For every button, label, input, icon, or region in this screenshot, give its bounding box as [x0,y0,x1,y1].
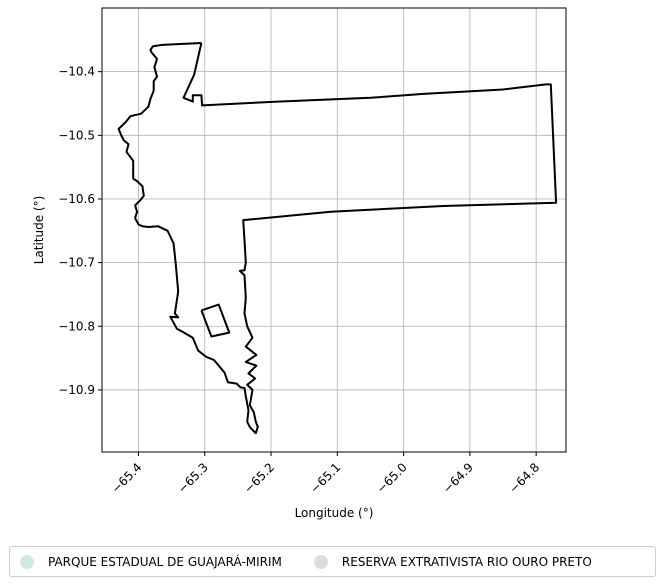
x-tick-label: −64.9 [440,460,476,496]
legend-label-reserva: RESERVA EXTRATIVISTA RIO OURO PRETO [341,554,592,569]
legend-marker-parque [20,554,34,569]
x-tick-label: −65.4 [109,460,145,496]
boundary-shapes [117,42,558,435]
y-tick-label: −10.4 [58,65,95,79]
x-tick-label: −65.3 [175,460,211,496]
boundary-outline-small [200,303,231,338]
grid-lines [102,8,566,452]
y-tick-label: −10.5 [58,128,95,142]
legend-marker-reserva [313,554,328,569]
y-axis-ticks: −10.4 −10.5 −10.6 −10.7 −10.8 −10.9 [58,65,102,397]
legend-item-parque: PARQUE ESTADUAL DE GUAJARÁ-MIRIM [20,554,282,569]
x-tick-label: −65.1 [308,460,344,496]
x-tick-label: −65.0 [374,460,410,496]
x-axis-label: Longitude (°) [295,506,374,520]
y-axis-label: Latitude (°) [32,196,46,265]
x-axis-ticks: −65.4 −65.3 −65.2 −65.1 −65.0 −64.9 −64.8 [109,452,542,496]
y-tick-label: −10.8 [58,319,95,333]
x-tick-label: −64.8 [506,460,542,496]
legend-item-reserva: RESERVA EXTRATIVISTA RIO OURO PRETO [313,554,592,569]
map-figure: −65.4 −65.3 −65.2 −65.1 −65.0 −64.9 −64.8 −10.… [32,7,567,520]
y-tick-label: −10.7 [58,256,95,270]
y-tick-label: −10.9 [58,383,95,397]
legend: PARQUE ESTADUAL DE GUAJARÁ-MIRIM RESERVA… [9,546,656,577]
y-tick-label: −10.6 [58,192,95,206]
legend-label-parque: PARQUE ESTADUAL DE GUAJARÁ-MIRIM [48,554,282,569]
boundary-outline-main [117,42,558,435]
plot-frame [101,7,567,453]
x-tick-label: −65.2 [241,460,277,496]
